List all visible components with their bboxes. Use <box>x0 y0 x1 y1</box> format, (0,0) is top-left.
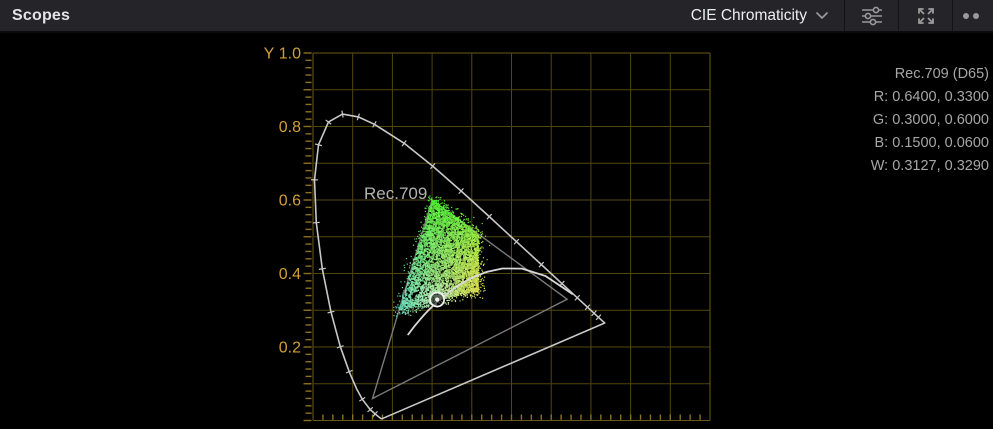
svg-text:1.0: 1.0 <box>279 46 301 63</box>
sliders-icon <box>861 6 882 25</box>
scopes-titlebar: Scopes CIE Chromaticity <box>0 0 993 33</box>
white-point-marker <box>429 291 446 308</box>
scope-settings-button[interactable] <box>845 0 898 31</box>
cie-chromaticity-scope: Y 1.0 0.8 0.6 0.4 0.2 Rec.709 Rec.709 (D65) R: … <box>0 33 993 429</box>
divider <box>898 0 899 31</box>
axis-ticks <box>303 52 701 422</box>
svg-text:0.6: 0.6 <box>279 193 301 210</box>
rec709-gamut-triangle <box>371 198 569 400</box>
gamut-info-panel: Rec.709 (D65) R: 0.6400, 0.3300 G: 0.3000,… <box>871 63 989 178</box>
svg-text:Y: Y <box>264 46 275 63</box>
svg-text:0.8: 0.8 <box>279 119 301 136</box>
info-line: R: 0.6400, 0.3300 <box>873 89 989 105</box>
cie-diagram: Y 1.0 0.8 0.6 0.4 0.2 Rec.709 <box>264 46 711 422</box>
panel-title: Scopes <box>12 6 71 24</box>
scope-type-label: CIE Chromaticity <box>690 6 807 24</box>
info-line: B: 0.1500, 0.0600 <box>874 135 990 151</box>
info-line: G: 0.3000, 0.6000 <box>872 112 989 128</box>
expand-scope-button[interactable] <box>899 0 952 31</box>
chevron-down-icon <box>816 11 828 19</box>
info-line: W: 0.3127, 0.3290 <box>870 158 989 174</box>
spectral-locus <box>313 113 606 420</box>
divider <box>952 0 953 31</box>
info-line: Rec.709 (D65) <box>894 66 989 82</box>
svg-text:0.2: 0.2 <box>279 340 301 357</box>
svg-text:0.4: 0.4 <box>279 266 301 283</box>
signal-scatter-cloud <box>392 195 491 317</box>
y-axis-labels: Y 1.0 0.8 0.6 0.4 0.2 <box>264 46 301 357</box>
titlebar-controls: CIE Chromaticity <box>677 0 993 31</box>
wavelength-ticks <box>311 110 602 418</box>
divider <box>844 0 845 31</box>
gamut-label: Rec.709 <box>364 184 427 203</box>
scope-type-dropdown[interactable]: CIE Chromaticity <box>677 0 844 31</box>
blackbody-curve <box>407 267 574 336</box>
more-dots-icon <box>963 12 979 19</box>
expand-icon <box>917 7 934 24</box>
more-options-button[interactable] <box>953 0 993 31</box>
